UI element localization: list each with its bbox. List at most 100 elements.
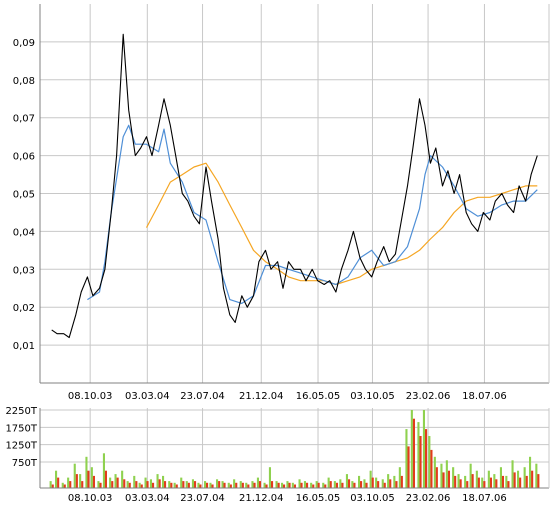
volume-bar-up: [97, 481, 100, 488]
volume-bar-up: [121, 470, 124, 488]
y-tick-label: 1250T: [5, 441, 37, 452]
volume-bar-up: [417, 422, 420, 488]
volume-bar-down: [69, 481, 72, 488]
volume-bar-up: [126, 481, 129, 488]
volume-bar-down: [265, 484, 268, 488]
volume-bar-down: [194, 481, 197, 488]
y-tick-label: 0,07: [13, 114, 35, 125]
y-tick-label: 750T: [12, 458, 38, 469]
volume-bar-up: [286, 481, 289, 488]
volume-grid: [40, 408, 549, 488]
volume-bar-up: [322, 482, 325, 488]
volume-bar-down: [206, 482, 209, 488]
volume-bar-up: [310, 482, 313, 488]
volume-bar-down: [371, 477, 374, 488]
volume-bar-up: [149, 479, 152, 488]
volume-bar-down: [92, 475, 95, 488]
volume-bar-down: [111, 481, 114, 488]
volume-bar-down: [360, 481, 363, 488]
volume-bar-up: [209, 482, 212, 488]
volume-bar-up: [55, 470, 58, 488]
y-tick-label: 0,04: [13, 227, 35, 238]
volume-bar-up: [393, 475, 396, 488]
volume-bar-up: [79, 474, 82, 488]
y-tick-label: 0,05: [13, 190, 35, 201]
volume-bar-down: [377, 481, 380, 488]
volume-bar-up: [162, 475, 165, 488]
ma-short-line: [87, 124, 538, 304]
volume-bar-down: [223, 482, 226, 488]
volume-bar-down: [258, 481, 261, 488]
x-tick-label: 08.10.03: [68, 391, 113, 402]
volume-bar-up: [168, 481, 171, 488]
volume-bar-down: [87, 470, 90, 488]
volume-bar-up: [144, 477, 147, 488]
volume-bar-down: [99, 482, 102, 488]
volume-bar-down: [128, 482, 131, 488]
volume-bar-up: [315, 481, 318, 488]
volume-bar-down: [317, 482, 320, 488]
volume-bar-up: [445, 460, 448, 488]
volume-bar-down: [459, 479, 462, 488]
volume-bar-down: [353, 482, 356, 488]
volume-bar-up: [204, 481, 207, 488]
volume-bar-up: [345, 474, 348, 488]
volume-bar-down: [199, 484, 202, 488]
volume-panel: 750T 1250T 1750T 2250T 08.10.03 03.03.04…: [5, 406, 550, 504]
volume-bar-up: [440, 463, 443, 488]
price-x-axis-labels: 08.10.03 03.03.04 23.07.04 21.12.04 16.0…: [68, 391, 507, 402]
volume-bar-down: [383, 482, 386, 488]
volume-bar-down: [146, 481, 149, 488]
price-line: [51, 33, 538, 339]
volume-bar-up: [375, 477, 378, 488]
volume-bar-up: [109, 477, 112, 488]
volume-bar-up: [251, 481, 254, 488]
volume-bar-down: [277, 482, 280, 488]
volume-bar-up: [363, 479, 366, 488]
volume-bar-down: [187, 482, 190, 488]
volume-bar-up: [410, 410, 413, 488]
volume-bar-down: [442, 472, 445, 488]
volume-bar-down: [288, 482, 291, 488]
volume-bar-down: [218, 481, 221, 488]
volume-bar-up: [216, 479, 219, 488]
volume-bar-down: [329, 481, 332, 488]
price-grid: [40, 4, 549, 383]
volume-bar-down: [152, 482, 155, 488]
volume-bar-down: [241, 482, 244, 488]
volume-bar-down: [63, 484, 66, 488]
y-tick-label: 0,03: [13, 265, 35, 276]
volume-bar-up: [327, 477, 330, 488]
volume-bar-up: [102, 453, 105, 488]
volume-bar-down: [435, 467, 438, 488]
x-tick-label: 03.10.05: [350, 391, 395, 402]
volume-bar-up: [381, 479, 384, 488]
volume-bar-down: [365, 482, 368, 488]
volume-bar-up: [369, 470, 372, 488]
volume-bar-up: [387, 474, 390, 488]
volume-bar-down: [135, 481, 138, 488]
x-tick-label: 23.07.04: [180, 493, 225, 504]
volume-bar-up: [487, 470, 490, 488]
volume-bar-up: [180, 477, 183, 488]
volume-bar-up: [475, 470, 478, 488]
x-tick-label: 23.02.06: [406, 493, 451, 504]
price-frame: [39, 4, 550, 384]
ma-long-line: [145, 162, 538, 286]
volume-bar-up: [227, 482, 230, 488]
volume-bar-up: [239, 481, 242, 488]
volume-bar-down: [466, 481, 469, 488]
volume-bar-up: [499, 467, 502, 488]
volume-bar-down: [104, 470, 107, 488]
volume-bar-up: [197, 482, 200, 488]
volume-y-axis-labels: 750T 1250T 1750T 2250T: [5, 406, 37, 469]
volume-bar-up: [433, 456, 436, 488]
volume-bar-down: [211, 484, 214, 488]
volume-bar-up: [90, 467, 93, 488]
volume-frame: [39, 408, 550, 489]
volume-bar-up: [428, 436, 431, 488]
volume-bar-up: [517, 470, 520, 488]
volume-bar-up: [138, 482, 141, 488]
x-tick-label: 16.05.05: [296, 391, 341, 402]
